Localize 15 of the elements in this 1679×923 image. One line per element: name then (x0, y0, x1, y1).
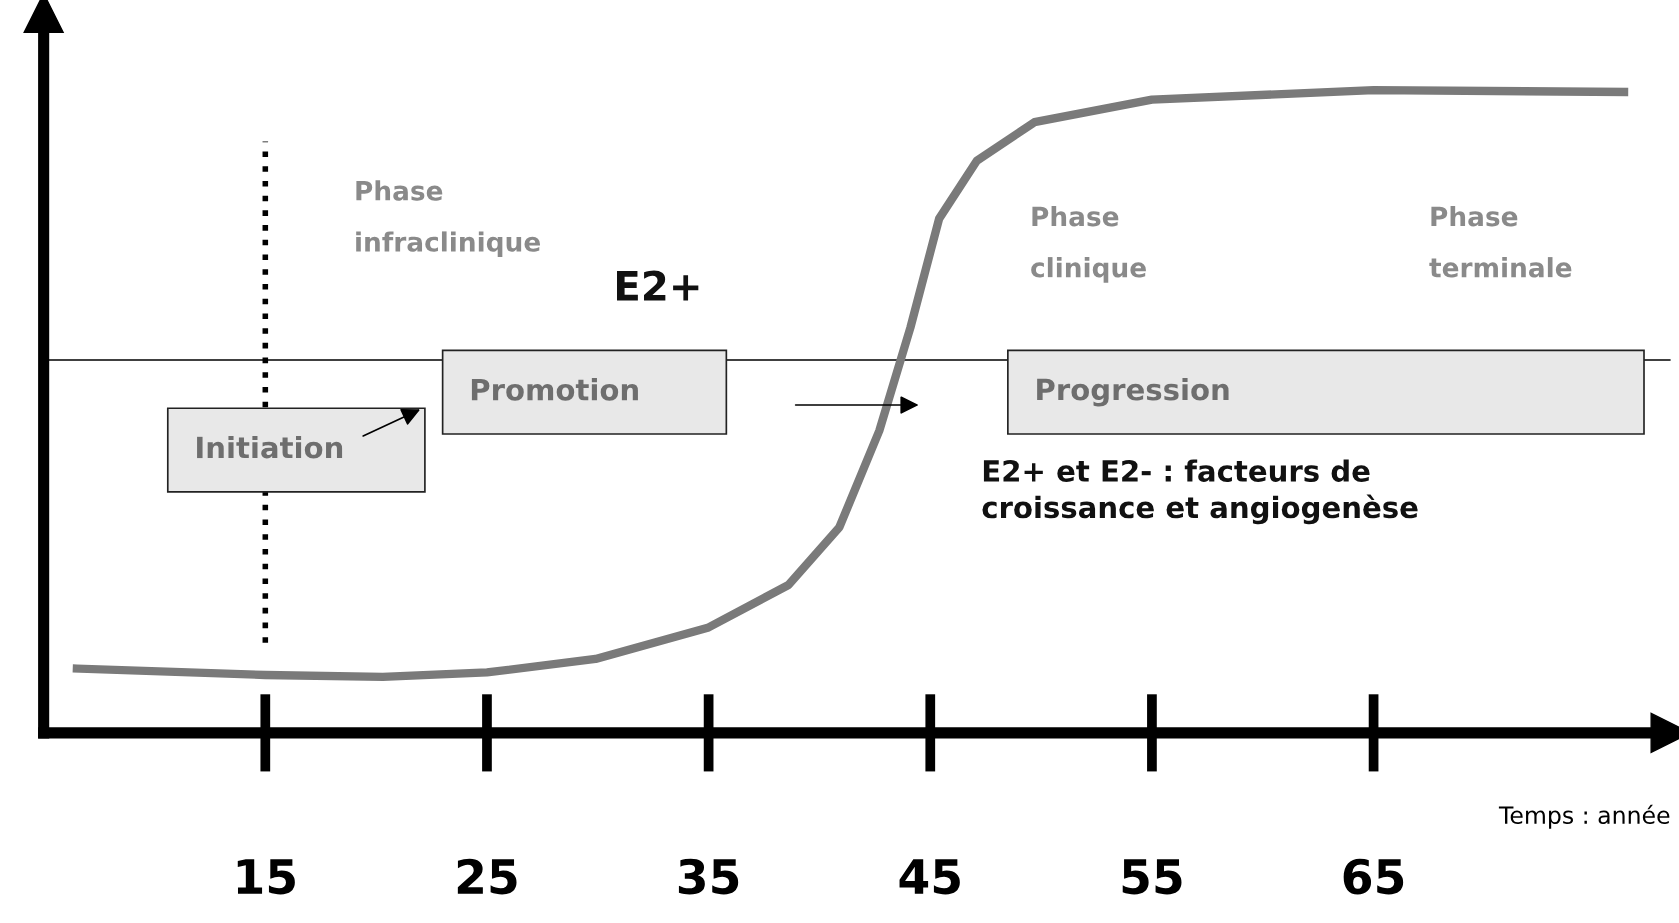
annotation: Phase infraclinique (356, 180, 540, 257)
x-tick-label: 35 (678, 858, 739, 895)
annotation: E2+ (617, 270, 699, 301)
annotation: Phase terminale (1429, 206, 1572, 278)
annotation: Phase clinique (1031, 206, 1146, 283)
x-tick-label: 65 (1343, 858, 1404, 895)
annotation: Initiation (197, 435, 343, 459)
x-axis-title: Temps : année (1498, 804, 1670, 829)
annotation: E2+ et E2- : facteurs de croissance et angiogenèse (982, 459, 1418, 525)
x-tick-label: 55 (1122, 859, 1182, 895)
x-tick-label: 45 (899, 859, 960, 895)
x-tick-label: 25 (457, 858, 517, 895)
annotation: Promotion (471, 378, 638, 401)
x-tick-label: 15 (237, 859, 295, 895)
annotation: Progression (1037, 377, 1229, 407)
